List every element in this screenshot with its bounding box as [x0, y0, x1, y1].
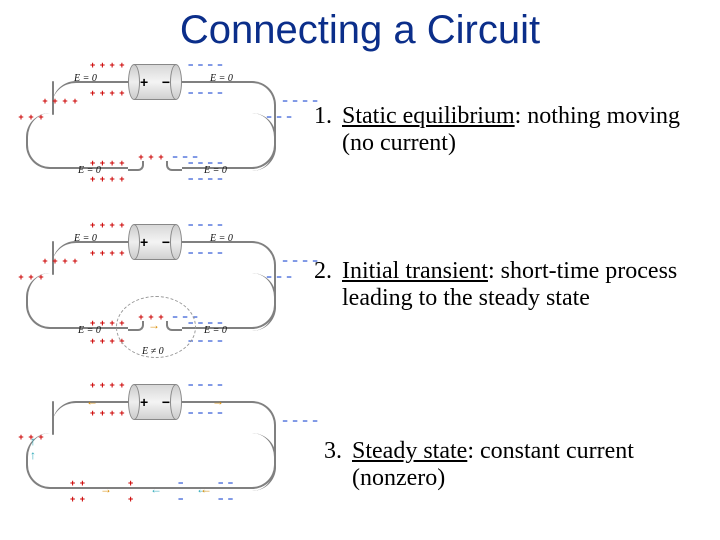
plus-top-left: + + + +: [90, 220, 126, 230]
desc-1-cont: (no current): [342, 130, 700, 157]
flow-arrow-up2-icon: ↑: [30, 434, 36, 448]
field-arrow-br-icon: ←: [200, 482, 212, 496]
desc-1-rest: : nothing moving: [515, 103, 680, 129]
diagram-transient: + + + + + + + + − − − − − − − − ++++ +++…: [20, 218, 280, 368]
e-tr: E = 0: [210, 233, 233, 244]
battery-minus: −: [162, 234, 170, 250]
plus-under-left: + + + +: [90, 408, 126, 418]
field-arrow-bl-icon: →: [100, 482, 112, 496]
minus-right-col: −−−−: [280, 416, 320, 424]
desc-2: 2.Initial transient: short-time process …: [310, 258, 700, 312]
minus-bm: −: [178, 478, 184, 488]
battery-cap-right: [170, 384, 182, 420]
desc-2-rest: : short-time process: [488, 258, 677, 284]
field-arrow-l-icon: ←: [86, 394, 98, 408]
plus-left-col: ++++: [40, 96, 80, 104]
minus-under-right: − − − −: [188, 248, 224, 258]
gap-plus: +++: [136, 152, 166, 160]
battery: + −: [128, 64, 182, 100]
gap: [128, 161, 182, 179]
desc-3: 3. Steady state: constant current (nonzer…: [320, 438, 710, 492]
plus-left-outer: +++: [16, 112, 46, 120]
battery: + −: [128, 224, 182, 260]
minus-right-inner: −−−: [264, 112, 294, 120]
e-center: E ≠ 0: [142, 346, 164, 357]
flow-arrow-left-icon: ←: [150, 482, 162, 496]
desc-1-num: 1.: [310, 103, 332, 130]
minus-under-right: − − − −: [188, 88, 224, 98]
battery-plus: +: [140, 394, 148, 410]
battery-plus: +: [140, 74, 148, 90]
e-bl: E = 0: [78, 325, 101, 336]
e-tr: E = 0: [210, 73, 233, 84]
plus-left-col: ++++: [40, 256, 80, 264]
diagram-static: + + + + + + + + − − − − − − − − ++++ +++…: [20, 58, 280, 208]
plus-bl-s2: + +: [70, 494, 86, 504]
e-br: E = 0: [204, 165, 227, 176]
field-arrow-icon: →: [148, 318, 160, 332]
battery-cap-left: [128, 384, 140, 420]
minus-top-right: − − − −: [188, 220, 224, 230]
slide: Connecting a Circuit + + + + + + + + − −…: [0, 0, 720, 540]
battery-cap-left: [128, 64, 140, 100]
plus-bm: +: [128, 478, 134, 488]
gap-minus: −−−: [170, 152, 200, 160]
desc-2-num: 2.: [310, 258, 332, 285]
e-tl: E = 0: [74, 73, 97, 84]
plus-bm2: +: [128, 494, 134, 504]
plus-top-left: + + + +: [90, 60, 126, 70]
desc-3-rest: : constant current: [467, 438, 634, 464]
minus-bm2: −: [178, 494, 184, 504]
plus-top-left: + + + +: [90, 380, 126, 390]
plus-bl-s: + +: [70, 478, 86, 488]
battery-plus: +: [140, 234, 148, 250]
minus-br-s2: − −: [218, 494, 234, 504]
desc-2-cont: leading to the steady state: [342, 285, 700, 312]
plus-left-outer: +++: [16, 272, 46, 280]
diagram-steady: + + + + + + + + − − − − − − − − +++ −−−−…: [20, 378, 280, 528]
desc-3-lead: Steady state: [352, 438, 467, 464]
plus-under-left: + + + +: [90, 88, 126, 98]
desc-1: 1. Static equilibrium: nothing moving (no…: [310, 103, 700, 157]
plus-under-left: + + + +: [90, 248, 126, 258]
e-br: E = 0: [204, 325, 227, 336]
battery-cap-right: [170, 64, 182, 100]
minus-top-right: − − − −: [188, 60, 224, 70]
field-arrow-r-icon: →: [212, 394, 224, 408]
e-bl: E = 0: [78, 165, 101, 176]
minus-under-right: − − − −: [188, 408, 224, 418]
page-title: Connecting a Circuit: [0, 8, 720, 53]
battery-cap-right: [170, 224, 182, 260]
battery-cap-left: [128, 224, 140, 260]
minus-top-right: − − − −: [188, 380, 224, 390]
wire-stub: [52, 401, 54, 435]
desc-3-cont: (nonzero): [352, 465, 710, 492]
diagram-column: + + + + + + + + − − − − − − − − ++++ +++…: [20, 58, 280, 538]
desc-1-lead: Static equilibrium: [342, 103, 515, 129]
battery-minus: −: [162, 394, 170, 410]
desc-3-num: 3.: [320, 438, 342, 465]
battery: + −: [128, 384, 182, 420]
flow-arrow-up-icon: ↑: [30, 448, 36, 462]
battery-minus: −: [162, 74, 170, 90]
desc-2-lead: Initial transient: [342, 258, 488, 284]
minus-right-inner: −−−: [264, 272, 294, 280]
e-tl: E = 0: [74, 233, 97, 244]
minus-br-s: − −: [218, 478, 234, 488]
